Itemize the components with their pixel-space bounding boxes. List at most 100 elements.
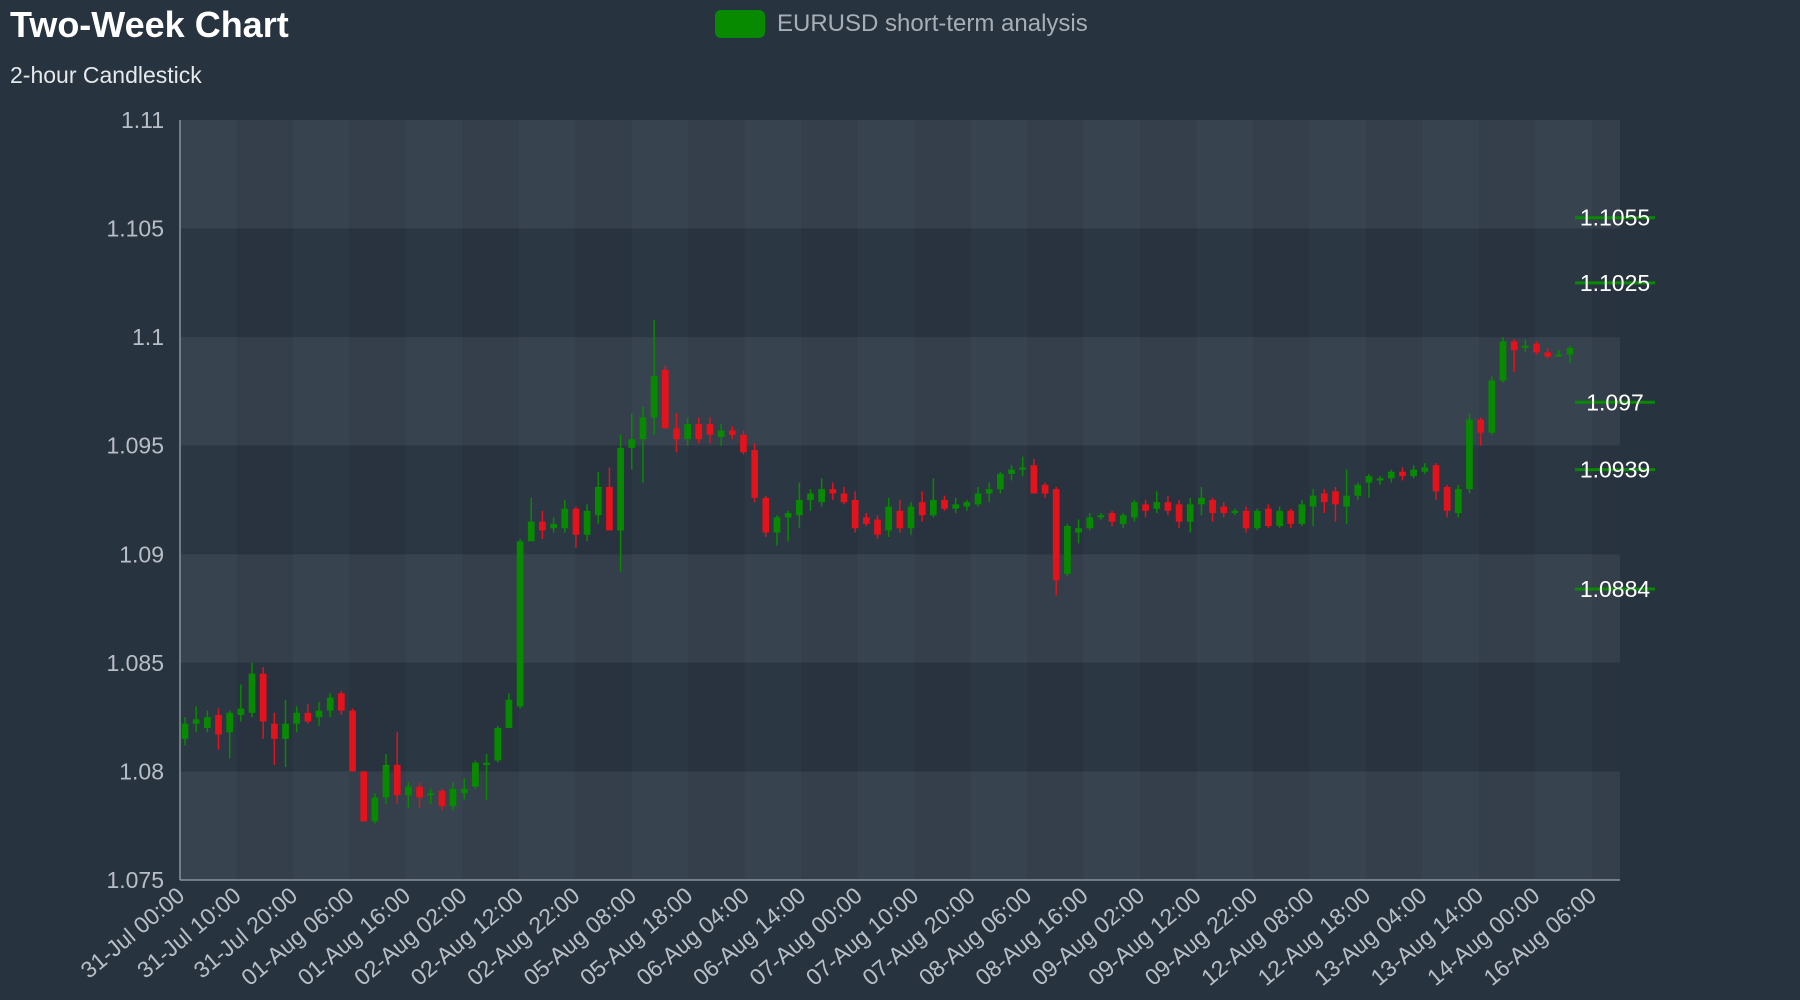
candle-down[interactable]	[1544, 348, 1552, 359]
candle-down[interactable]	[1533, 341, 1540, 355]
candle-up[interactable]	[282, 699, 289, 768]
candle-down[interactable]	[1320, 489, 1328, 514]
candle-down[interactable]	[1030, 458, 1038, 494]
candle-up[interactable]	[472, 760, 479, 789]
candle-up[interactable]	[907, 502, 915, 535]
candle-up[interactable]	[561, 500, 569, 533]
candle-down[interactable]	[829, 482, 837, 500]
candle-down[interactable]	[1041, 482, 1049, 498]
candle-down[interactable]	[751, 443, 758, 503]
candle-up[interactable]	[974, 486, 982, 507]
candle-down[interactable]	[1399, 467, 1406, 481]
candle-down[interactable]	[1432, 463, 1440, 500]
candle-up[interactable]	[1253, 508, 1261, 531]
candle-down[interactable]	[728, 426, 736, 440]
candle-up[interactable]	[1376, 476, 1384, 485]
candle-up[interactable]	[1298, 500, 1306, 527]
candle-up[interactable]	[1466, 413, 1473, 494]
candle-down[interactable]	[338, 691, 345, 715]
candle-up[interactable]	[1198, 486, 1205, 516]
candle-down[interactable]	[539, 510, 546, 540]
candle-up[interactable]	[494, 725, 502, 763]
candle-down[interactable]	[1287, 508, 1295, 529]
legend[interactable]: EURUSD short-term analysis	[715, 10, 1088, 38]
candle-up[interactable]	[1521, 339, 1529, 353]
candle-up[interactable]	[505, 693, 513, 728]
candle-up[interactable]	[315, 701, 323, 726]
candle-up[interactable]	[628, 413, 636, 470]
candle-up[interactable]	[382, 754, 390, 804]
candle-down[interactable]	[1164, 495, 1172, 516]
candle-up[interactable]	[527, 497, 535, 542]
candle-down[interactable]	[1220, 502, 1228, 518]
candle-down[interactable]	[851, 491, 859, 533]
candle-down[interactable]	[304, 704, 312, 724]
candle-down[interactable]	[1108, 510, 1116, 527]
candle-down[interactable]	[271, 712, 278, 765]
candle-down[interactable]	[349, 708, 356, 772]
candle-down[interactable]	[259, 667, 267, 739]
candle-down[interactable]	[1242, 506, 1250, 533]
candle-up[interactable]	[203, 710, 211, 733]
candle-up[interactable]	[293, 706, 301, 733]
candle-up[interactable]	[639, 406, 647, 483]
candle-up[interactable]	[483, 754, 490, 800]
candle-up[interactable]	[773, 515, 781, 546]
candle-down[interactable]	[661, 365, 669, 429]
candle-up[interactable]	[929, 478, 937, 518]
candle-up[interactable]	[997, 471, 1004, 494]
candle-up[interactable]	[1276, 506, 1283, 529]
candle-up[interactable]	[952, 497, 960, 514]
candle-down[interactable]	[695, 417, 703, 444]
candle-down[interactable]	[918, 491, 926, 522]
candle-up[interactable]	[1499, 337, 1507, 383]
candle-down[interactable]	[862, 513, 870, 527]
candle-up[interactable]	[1387, 469, 1395, 483]
candle-down[interactable]	[438, 788, 446, 811]
candle-up[interactable]	[1343, 469, 1350, 524]
candle-down[interactable]	[941, 495, 948, 511]
candle-up[interactable]	[192, 706, 200, 733]
candle-up[interactable]	[1153, 491, 1161, 514]
candle-down[interactable]	[572, 506, 580, 548]
candle-down[interactable]	[360, 771, 368, 822]
candle-up[interactable]	[405, 782, 412, 809]
candle-up[interactable]	[1555, 350, 1563, 357]
candle-up[interactable]	[237, 684, 245, 722]
candle-up[interactable]	[818, 478, 826, 507]
candle-up[interactable]	[1354, 482, 1362, 500]
candle-down[interactable]	[1209, 497, 1216, 522]
candle-up[interactable]	[460, 777, 468, 800]
candle-up[interactable]	[684, 417, 691, 446]
candle-up[interactable]	[885, 497, 893, 537]
candle-up[interactable]	[1075, 519, 1082, 544]
candle-down[interactable]	[1443, 484, 1451, 518]
candle-down[interactable]	[1477, 417, 1484, 446]
candle-down[interactable]	[416, 782, 423, 809]
candle-down[interactable]	[1332, 486, 1339, 522]
candle-up[interactable]	[248, 662, 256, 718]
candle-down[interactable]	[740, 430, 747, 455]
candle-up[interactable]	[371, 793, 379, 824]
candle-up[interactable]	[516, 539, 524, 709]
candle-up[interactable]	[795, 482, 803, 529]
candle-up[interactable]	[1488, 376, 1496, 435]
candle-down[interactable]	[1265, 504, 1272, 529]
candle-down[interactable]	[673, 413, 680, 453]
candle-up[interactable]	[807, 489, 814, 511]
candle-up[interactable]	[583, 504, 591, 542]
candle-down[interactable]	[706, 417, 714, 444]
candle-up[interactable]	[1309, 489, 1317, 527]
candle-down[interactable]	[874, 515, 881, 540]
candle-up[interactable]	[550, 517, 557, 533]
candle-up[interactable]	[617, 434, 624, 572]
candle-up[interactable]	[784, 510, 792, 542]
candle-up[interactable]	[1019, 456, 1027, 477]
candle-up[interactable]	[1008, 465, 1015, 481]
candle-up[interactable]	[1454, 484, 1462, 518]
candle-up[interactable]	[594, 471, 602, 524]
candle-up[interactable]	[1119, 513, 1127, 529]
candle-down[interactable]	[393, 732, 401, 804]
candle-down[interactable]	[840, 486, 848, 505]
candle-up[interactable]	[1097, 513, 1105, 520]
